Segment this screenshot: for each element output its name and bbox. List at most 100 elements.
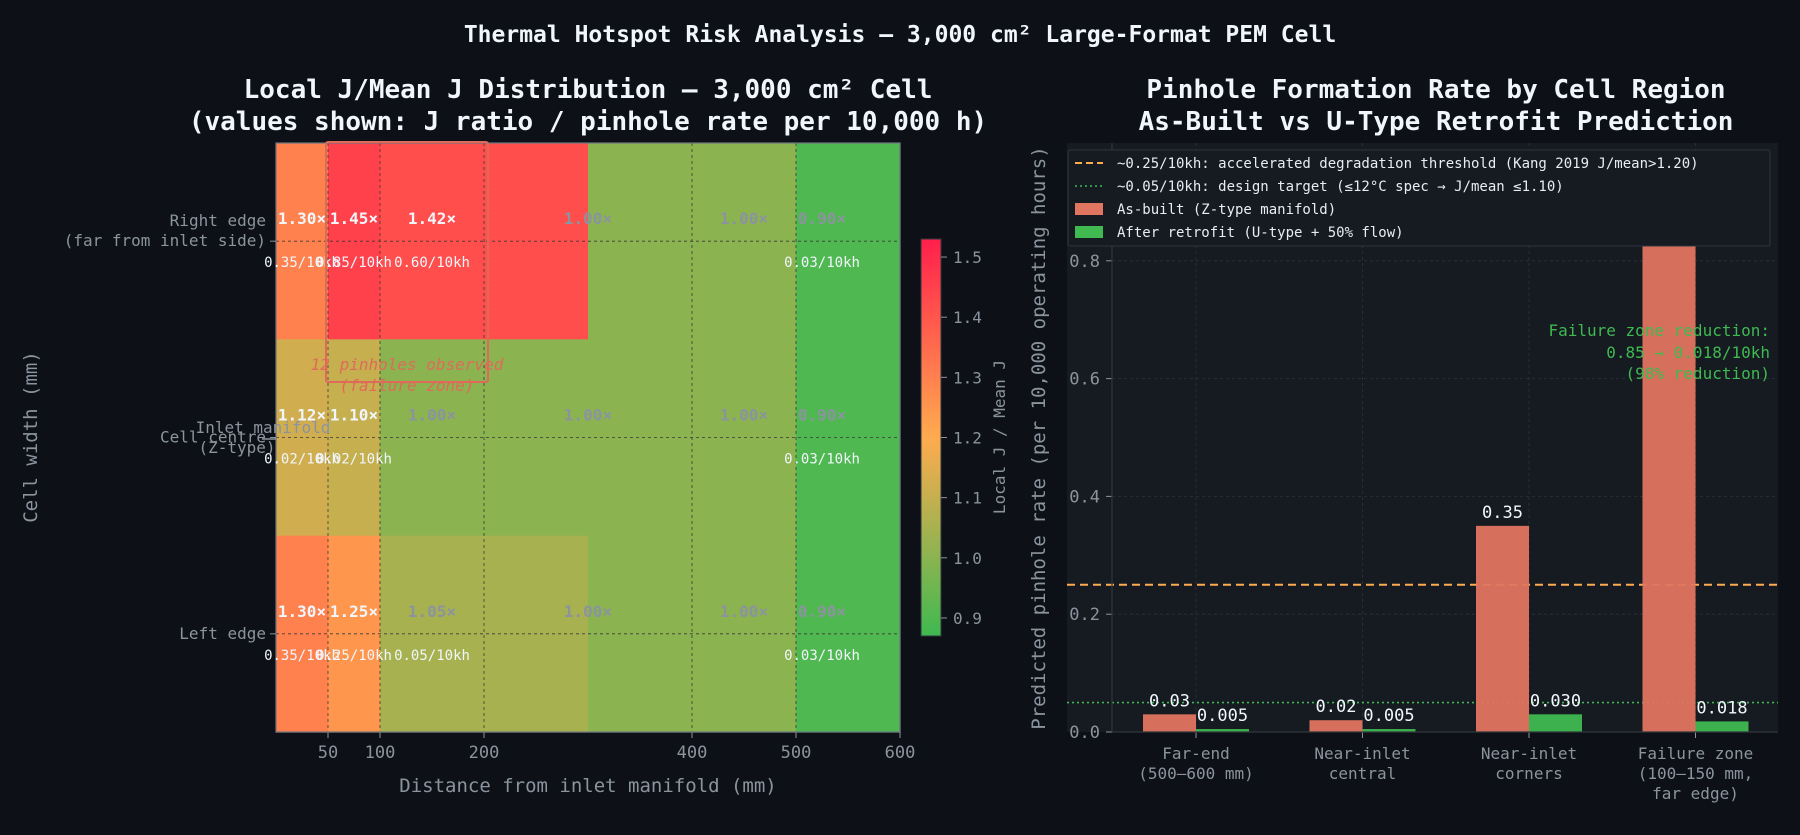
- heatmap-ratio-label: 1.30×: [278, 602, 326, 621]
- retrofit-bar: [1695, 721, 1749, 732]
- bar-x-tick-label: Failure zone (100–150 mm, far edge): [1638, 744, 1754, 803]
- bar-x-tick-line: Far-end: [1162, 744, 1229, 763]
- heatmap-ratio-label: 1.00×: [720, 406, 768, 425]
- bar-x-tick-line: Near-inlet: [1314, 744, 1410, 763]
- inlet-manifold-annotation: Inlet manifold (Z-type): [196, 418, 331, 457]
- bar-y-ticks: 0.0 0.2 0.4 0.6 0.8: [1069, 252, 1112, 743]
- heatmap-ratio-label: 1.12×: [278, 406, 326, 425]
- heatmap-ratio-label: 1.30×: [278, 209, 326, 228]
- heatmap-x-tick-label: 200: [469, 743, 500, 763]
- retrofit-value-label: 0.005: [1197, 706, 1248, 726]
- bar-marks: [1143, 231, 1749, 732]
- heatmap-rate-label: 0.03/10kh: [784, 255, 860, 271]
- heatmap-cell: [588, 143, 693, 340]
- bar-x-tick-line: Near-inlet: [1481, 744, 1577, 763]
- heatmap-y-tick-line: Cell centre: [160, 428, 266, 447]
- heatmap-ratio-label: 0.90×: [798, 602, 846, 621]
- bar-y-tick-label: 0.0: [1069, 723, 1100, 743]
- failure-zone-annotation: 12 pinholes observed (failure zone): [311, 141, 504, 395]
- colorbar-label: Local J / Mean J: [990, 360, 1009, 514]
- heatmap-ratio-label: 1.00×: [720, 209, 768, 228]
- heatmap-ratio-label: 1.10×: [330, 406, 378, 425]
- retrofit-bar: [1529, 714, 1582, 732]
- heatmap-rate-label: 0.03/10kh: [784, 648, 860, 664]
- heatmap-ratio-label: 1.45×: [330, 209, 378, 228]
- heatmap-rate-label: 0.02/10kh: [316, 452, 392, 468]
- colorbar-tick-label: 1.5: [953, 248, 982, 267]
- bar-title-line1: Pinhole Formation Rate by Cell Region: [1146, 75, 1725, 105]
- heatmap-panel: Local J/Mean J Distribution — 3,000 cm² …: [20, 75, 1009, 797]
- heatmap-y-tick-line: (far from inlet side): [64, 231, 266, 250]
- colorbar-tick-label: 1.2: [953, 429, 982, 448]
- heatmap-rate-label: 0.35/10kh: [264, 648, 340, 664]
- reduction-annotation: Failure zone reduction: 0.85 → 0.018/10k…: [1548, 321, 1770, 383]
- asbuilt-value-label: 0.03: [1149, 691, 1190, 711]
- bar-x-tick-line: (100–150 mm,: [1638, 764, 1754, 783]
- reduction-note-line2: 0.85 → 0.018/10kh: [1606, 343, 1770, 362]
- heatmap-y-tick-line: Left edge: [179, 624, 266, 643]
- legend-asbuilt-label: As-built (Z-type manifold): [1117, 202, 1336, 218]
- heatmap-x-tick-label: 50: [318, 743, 338, 763]
- heatmap-cell: [588, 339, 693, 537]
- bar-x-ticks: Far-end (500–600 mm)Near-inlet centralNear…: [1138, 732, 1753, 803]
- heatmap-x-tick-label: 400: [677, 743, 708, 763]
- bar-y-tick-label: 0.2: [1069, 605, 1100, 625]
- colorbar-gradient: [920, 238, 942, 637]
- heatmap-rate-label: 0.05/10kh: [394, 648, 470, 664]
- heatmap-y-tick-label: Right edge (far from inlet side): [64, 211, 266, 250]
- colorbar-tick-label: 1.1: [953, 489, 982, 508]
- inlet-manifold-note-line1: Inlet manifold: [196, 418, 331, 437]
- bar-y-axis-label: Predicted pinhole rate (per 10,000 opera…: [1028, 146, 1050, 729]
- heatmap-ratio-label: 1.00×: [720, 602, 768, 621]
- heatmap-title-line2: (values shown: J ratio / pinhole rate pe…: [189, 107, 987, 137]
- heatmap-title-line1: Local J/Mean J Distribution — 3,000 cm² …: [244, 75, 933, 105]
- heatmap-ratio-label: 1.00×: [564, 406, 612, 425]
- heatmap-rate-label: 0.35/10kh: [264, 255, 340, 271]
- asbuilt-value-label: 0.35: [1482, 503, 1523, 523]
- retrofit-bar: [1362, 729, 1416, 732]
- asbuilt-value-label: 0.02: [1316, 697, 1357, 717]
- asbuilt-bar: [1642, 231, 1696, 732]
- heatmap-y-tick-line: Right edge: [170, 211, 266, 230]
- bar-y-tick-label: 0.8: [1069, 252, 1100, 272]
- heatmap-ratio-label: 1.42×: [408, 209, 456, 228]
- heatmap-y-axis-label: Cell width (mm): [20, 351, 42, 523]
- bar-y-tick-label: 0.4: [1069, 487, 1100, 507]
- colorbar-tick-label: 0.9: [953, 609, 982, 628]
- bar-title-line2: As-Built vs U-Type Retrofit Prediction: [1139, 107, 1734, 137]
- retrofit-value-label: 0.005: [1363, 706, 1414, 726]
- reduction-note-line3: (98% reduction): [1626, 364, 1771, 383]
- retrofit-value-label: 0.030: [1530, 691, 1581, 711]
- heatmap-rate-label: 0.60/10kh: [394, 255, 470, 271]
- heatmap-rate-label: 0.85/10kh: [316, 255, 392, 271]
- heatmap-rate-label: 0.25/10kh: [316, 648, 392, 664]
- bar-legend: ~0.25/10kh: accelerated degradation thre…: [1067, 149, 1771, 247]
- asbuilt-bar: [1309, 720, 1363, 732]
- bar-y-tick-label: 0.6: [1069, 370, 1100, 390]
- heatmap-y-ticks: Right edge (far from inlet side) Cell cent…: [64, 211, 276, 643]
- heatmap-x-axis-label: Distance from inlet manifold (mm): [399, 775, 777, 797]
- bar-x-tick-line: (500–600 mm): [1138, 764, 1254, 783]
- bar-x-tick-label: Near-inlet corners: [1481, 744, 1577, 783]
- legend-retrofit-label: After retrofit (U-type + 50% flow): [1117, 225, 1404, 241]
- heatmap-ratio-label: 1.25×: [330, 602, 378, 621]
- heatmap-x-tick-label: 100: [365, 743, 396, 763]
- heatmap-ratio-label: 1.00×: [564, 209, 612, 228]
- colorbar-tick-label: 1.4: [953, 308, 982, 327]
- heatmap-ratio-label: 1.00×: [408, 406, 456, 425]
- colorbar-ticks: 0.9 1.0 1.1 1.2 1.3 1.4 1.5: [941, 248, 982, 628]
- legend-retrofit-swatch: [1075, 226, 1103, 238]
- failure-zone-note-line2: (failure zone): [340, 376, 475, 395]
- heatmap-x-tick-label: 600: [885, 743, 916, 763]
- heatmap-ratio-label: 1.00×: [564, 602, 612, 621]
- bar-x-tick-line: central: [1329, 764, 1396, 783]
- retrofit-bar: [1196, 729, 1249, 732]
- heatmap-y-tick-label: Left edge: [179, 624, 266, 643]
- bar-x-tick-label: Far-end (500–600 mm): [1138, 744, 1254, 783]
- bar-x-tick-line: corners: [1495, 764, 1562, 783]
- asbuilt-bar: [1143, 714, 1196, 732]
- retrofit-value-label: 0.018: [1696, 698, 1747, 718]
- figure-title: Thermal Hotspot Risk Analysis — 3,000 cm…: [464, 22, 1336, 48]
